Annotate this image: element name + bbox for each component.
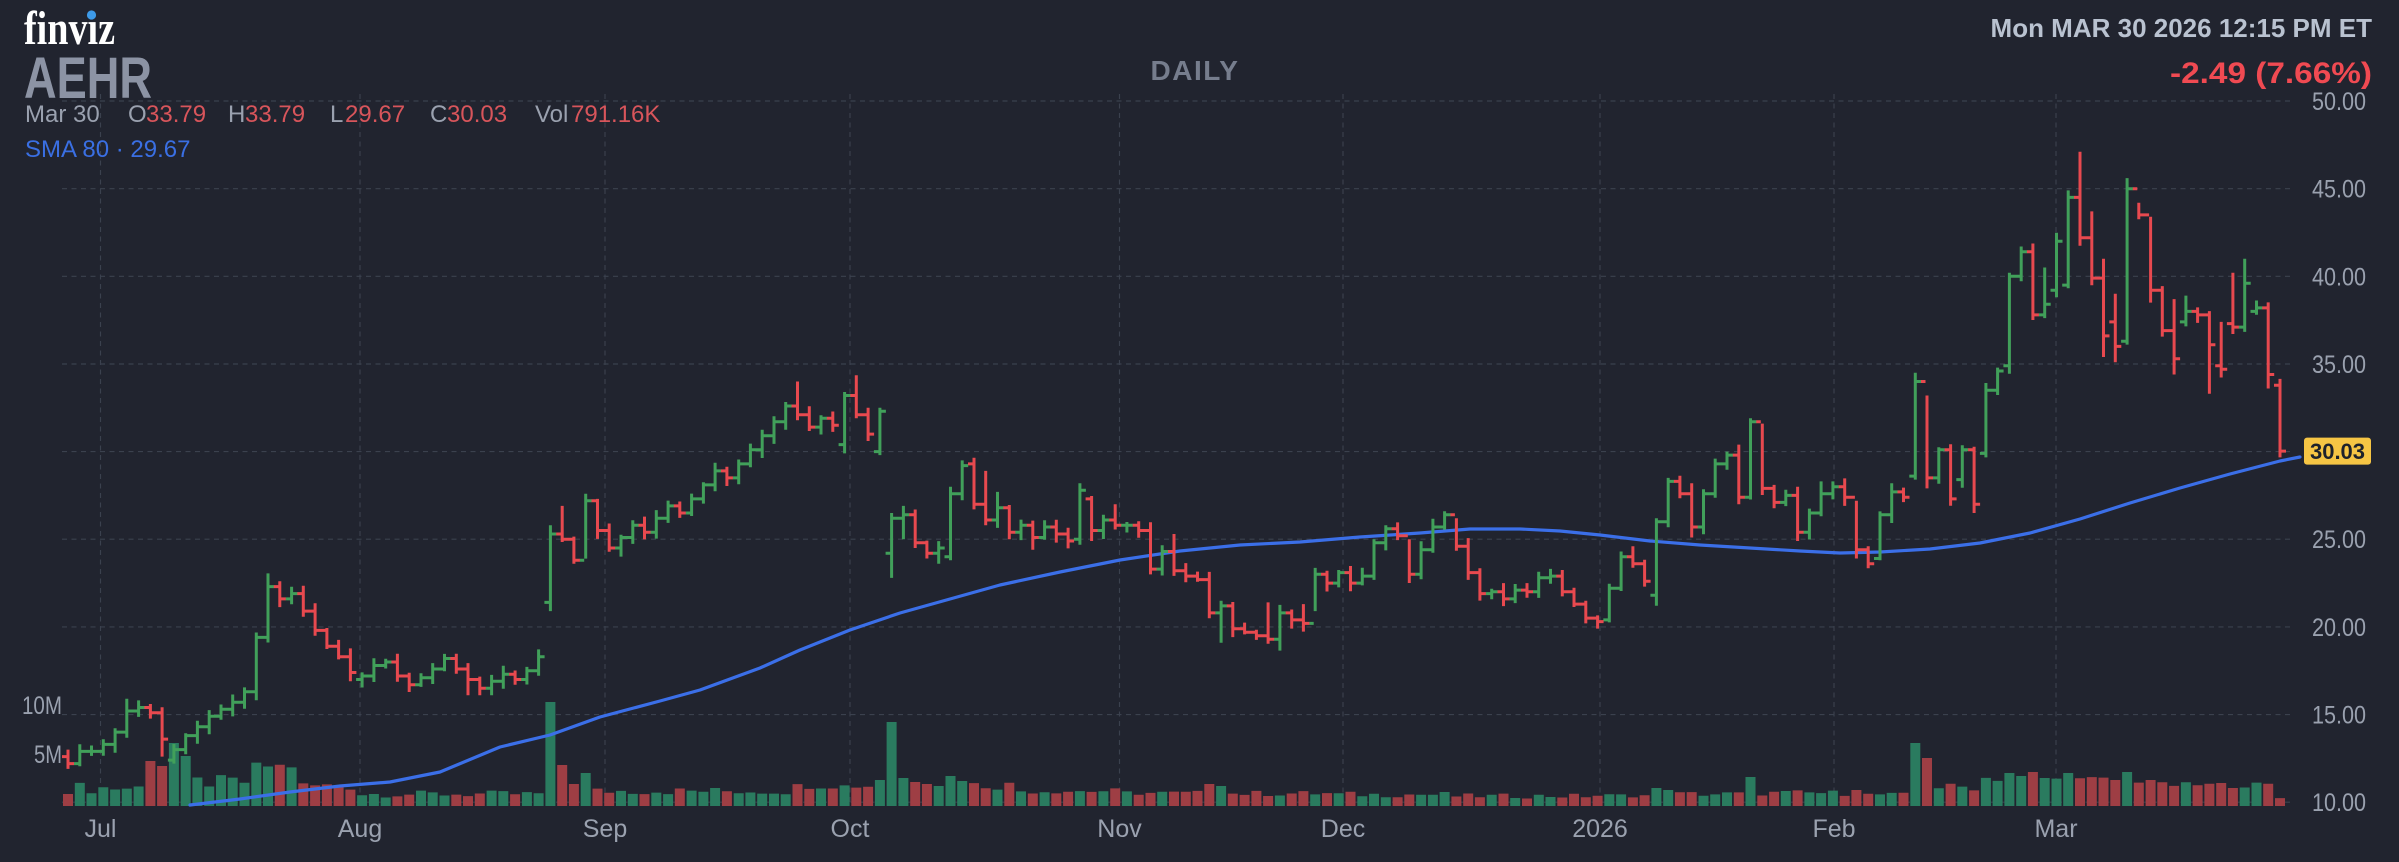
svg-text:AEHR: AEHR xyxy=(24,46,152,111)
svg-text:Feb: Feb xyxy=(1812,815,1855,843)
svg-text:finviz: finviz xyxy=(24,2,115,55)
svg-text:-2.49 (7.66%): -2.49 (7.66%) xyxy=(2170,57,2372,90)
svg-text:H: H xyxy=(228,101,245,128)
svg-text:791.16K: 791.16K xyxy=(571,101,660,128)
svg-text:Vol: Vol xyxy=(535,101,568,128)
svg-text:10M: 10M xyxy=(22,692,62,720)
svg-text:Oct: Oct xyxy=(831,815,870,843)
svg-text:Nov: Nov xyxy=(1097,815,1142,843)
svg-text:50.00: 50.00 xyxy=(2312,88,2366,116)
svg-text:Jul: Jul xyxy=(85,815,117,843)
svg-text:C: C xyxy=(430,101,447,128)
svg-text:Mar: Mar xyxy=(2034,815,2077,843)
svg-text:Aug: Aug xyxy=(338,815,382,843)
svg-text:40.00: 40.00 xyxy=(2312,263,2366,291)
svg-text:SMA 80 · 29.67: SMA 80 · 29.67 xyxy=(25,136,190,163)
svg-text:29.67: 29.67 xyxy=(345,101,405,128)
svg-text:25.00: 25.00 xyxy=(2312,526,2366,554)
svg-text:5M: 5M xyxy=(34,741,62,769)
svg-text:45.00: 45.00 xyxy=(2312,176,2366,204)
svg-text:15.00: 15.00 xyxy=(2312,702,2366,730)
svg-text:30.03: 30.03 xyxy=(2310,439,2365,464)
svg-text:2026: 2026 xyxy=(1572,815,1628,843)
svg-text:L: L xyxy=(330,101,343,128)
svg-text:Mar 30: Mar 30 xyxy=(25,101,100,128)
svg-text:30.03: 30.03 xyxy=(447,101,507,128)
svg-text:33.79: 33.79 xyxy=(245,101,305,128)
svg-text:10.00: 10.00 xyxy=(2312,789,2366,817)
svg-text:Mon MAR 30 2026 12:15 PM ET: Mon MAR 30 2026 12:15 PM ET xyxy=(1991,13,2373,43)
svg-text:20.00: 20.00 xyxy=(2312,614,2366,642)
svg-text:DAILY: DAILY xyxy=(1151,55,1240,86)
svg-text:33.79: 33.79 xyxy=(146,101,206,128)
svg-text:35.00: 35.00 xyxy=(2312,351,2366,379)
svg-text:O: O xyxy=(128,101,147,128)
svg-text:Dec: Dec xyxy=(1321,815,1365,843)
svg-text:Sep: Sep xyxy=(583,815,627,843)
